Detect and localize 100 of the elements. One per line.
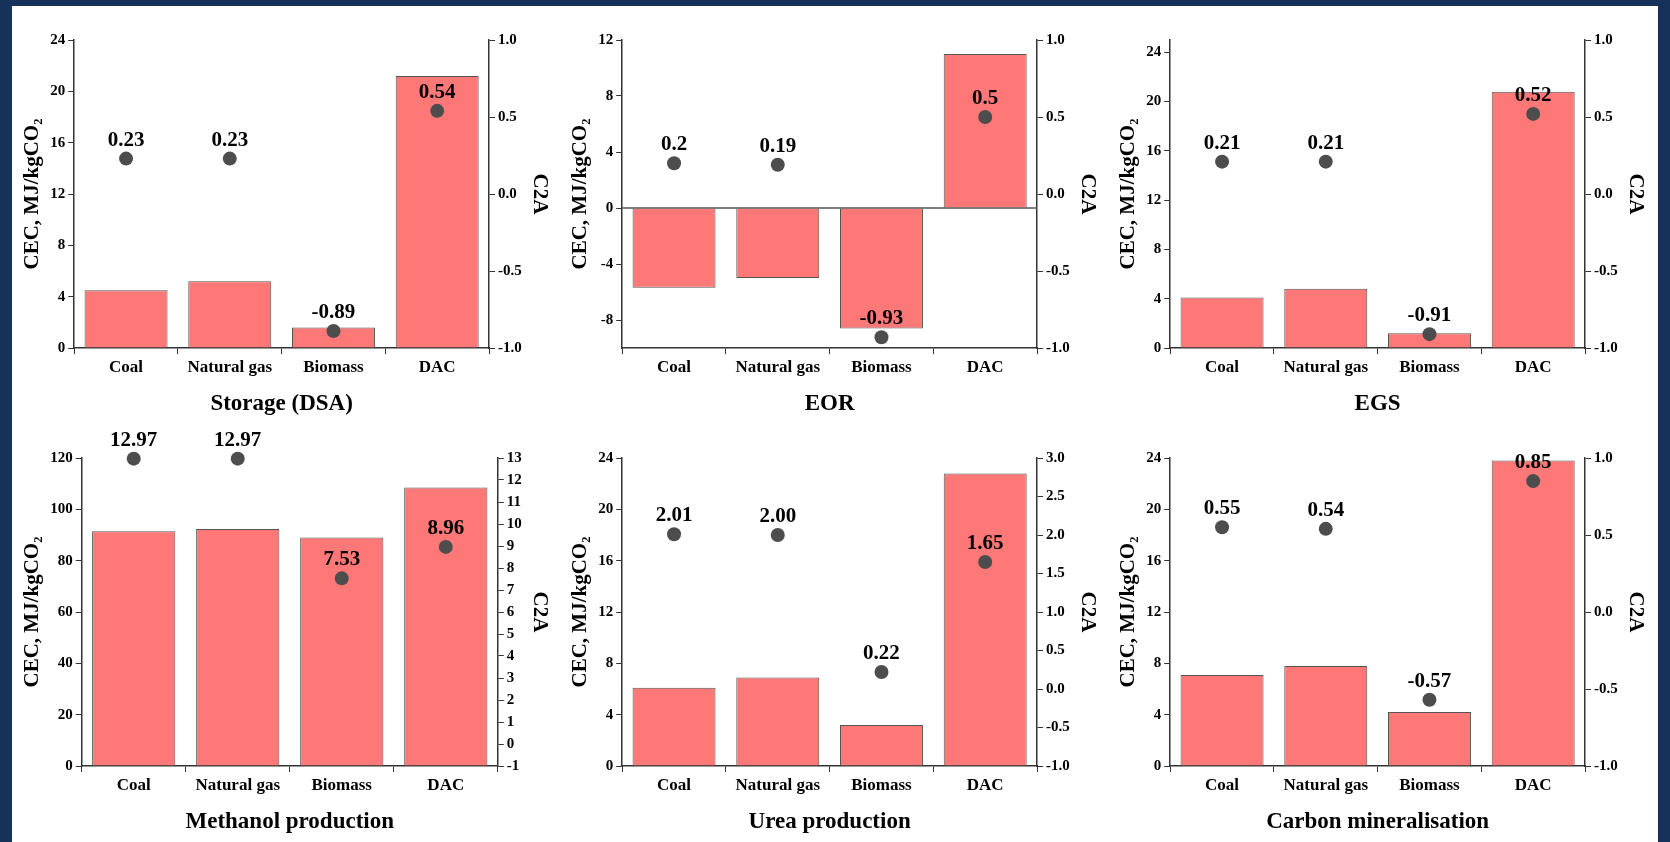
x-tick-label: DAC [427, 774, 465, 794]
y2-tick-label: 0.0 [498, 184, 517, 201]
y-axis-title: CEC, MJ/kgCO₂ [19, 118, 44, 270]
y2-tick-label: 1.0 [1594, 30, 1613, 47]
x-tick-label: DAC [966, 356, 1004, 376]
point [770, 157, 785, 172]
y-tick-label: 8 [1153, 240, 1162, 257]
data-label: 12.97 [110, 426, 158, 451]
data-label: 0.54 [418, 78, 457, 103]
data-label: 0.19 [759, 132, 797, 157]
x-tick-label: DAC [966, 774, 1004, 794]
data-label: 1.65 [966, 529, 1004, 554]
data-label: 0.23 [211, 126, 249, 151]
y2-tick-label: 9 [506, 536, 515, 553]
y-tick-label: 8 [57, 236, 66, 253]
y-axis-title: CEC, MJ/kgCO₂ [567, 536, 592, 688]
data-label: 0.5 [972, 84, 999, 109]
y-tick-label: 12 [50, 184, 66, 201]
point [126, 451, 141, 466]
data-label: 0.21 [1203, 129, 1241, 154]
y-tick-label: 8 [605, 654, 614, 671]
data-label: 7.53 [323, 546, 361, 571]
y-tick-label: 0 [1153, 338, 1162, 355]
y-tick-label: 0 [1153, 756, 1162, 773]
y-tick-label: 16 [1146, 551, 1162, 568]
x-tick-label: Coal [657, 774, 692, 794]
data-label: 0.55 [1203, 495, 1241, 520]
data-label: 0.2 [660, 131, 688, 156]
y-tick-label: 4 [1153, 705, 1162, 722]
data-label: -0.93 [859, 305, 904, 330]
x-tick-label: Natural gas [195, 774, 281, 794]
data-label: 0.23 [107, 126, 145, 151]
x-tick-label: Biomass [1399, 774, 1461, 794]
y-tick-label: 8 [1153, 654, 1162, 671]
point [1215, 520, 1230, 535]
point [326, 324, 341, 339]
point [874, 330, 889, 345]
x-tick-label: Coal [657, 356, 692, 376]
point [1526, 106, 1541, 121]
point [1318, 154, 1333, 169]
y2-tick-label: -0.5 [498, 261, 522, 278]
y2-tick-label: 0.5 [1046, 641, 1065, 658]
y2-tick-label: 0 [506, 734, 515, 751]
y-tick-label: 20 [1146, 500, 1162, 517]
point [770, 528, 785, 542]
y2-tick-label: 1 [506, 712, 515, 729]
y-tick-label: 12 [1146, 191, 1162, 208]
y-axis-title: CEC, MJ/kgCO₂ [1115, 536, 1140, 688]
x-tick-label: Natural gas [1283, 774, 1369, 794]
y2-tick-label: 2 [506, 690, 515, 707]
data-label: 0.85 [1514, 449, 1552, 474]
x-tick-label: DAC [1514, 356, 1552, 376]
y2-tick-label: -0.5 [1046, 718, 1070, 735]
y-tick-label: 16 [598, 551, 614, 568]
y-tick-label: 0 [605, 756, 614, 773]
y2-axis-title: C2A [1076, 173, 1101, 216]
y-tick-label: 4 [605, 142, 614, 159]
y2-tick-label: 0.0 [1046, 184, 1065, 201]
point [1318, 521, 1333, 536]
y2-tick-label: 13 [506, 448, 522, 465]
y2-tick-label: 1.0 [1046, 602, 1065, 619]
data-label: -0.91 [1407, 302, 1452, 327]
point [1422, 327, 1437, 342]
data-label: 0.22 [863, 639, 900, 664]
y2-tick-label: 3 [506, 668, 515, 685]
y2-tick-label: 7 [506, 580, 515, 597]
y-axis-title: CEC, MJ/kgCO₂ [567, 118, 592, 270]
y2-tick-label: 1.0 [1594, 448, 1613, 465]
y-tick-label: 60 [57, 602, 73, 619]
y2-tick-label: 2.0 [1046, 525, 1065, 542]
data-label: 0.54 [1307, 496, 1345, 521]
x-tick-label: Natural gas [735, 774, 821, 794]
point [874, 665, 889, 680]
data-label: -0.89 [311, 298, 356, 323]
data-label: -0.57 [1407, 667, 1452, 692]
x-axis-title: Storage (DSA) [210, 390, 353, 416]
x-tick-label: Natural gas [735, 356, 821, 376]
point [222, 151, 237, 166]
y-tick-label: 0 [57, 338, 66, 355]
y-tick-label: -8 [600, 310, 614, 327]
y-tick-label: 100 [50, 500, 73, 517]
y2-tick-label: -1 [506, 756, 520, 773]
y-tick-label: 24 [50, 30, 66, 47]
y-tick-label: 4 [1153, 289, 1162, 306]
y-tick-label: 8 [605, 86, 614, 103]
y-tick-label: 16 [1146, 141, 1162, 158]
x-tick-label: Coal [109, 356, 144, 376]
y2-tick-label: 0.0 [1594, 184, 1613, 201]
y-tick-label: 4 [57, 287, 66, 304]
y-tick-label: 20 [1146, 92, 1162, 109]
y2-tick-label: 4 [506, 646, 515, 663]
y-tick-label: 120 [50, 448, 73, 465]
point [667, 156, 682, 171]
y-tick-label: 20 [598, 500, 614, 517]
x-tick-label: Coal [116, 774, 151, 794]
data-label: 2.00 [759, 502, 797, 527]
data-label: 8.96 [427, 514, 465, 539]
data-label: 0.52 [1514, 81, 1552, 106]
x-axis-title: EOR [804, 390, 855, 416]
y2-tick-label: 0.0 [1594, 602, 1613, 619]
